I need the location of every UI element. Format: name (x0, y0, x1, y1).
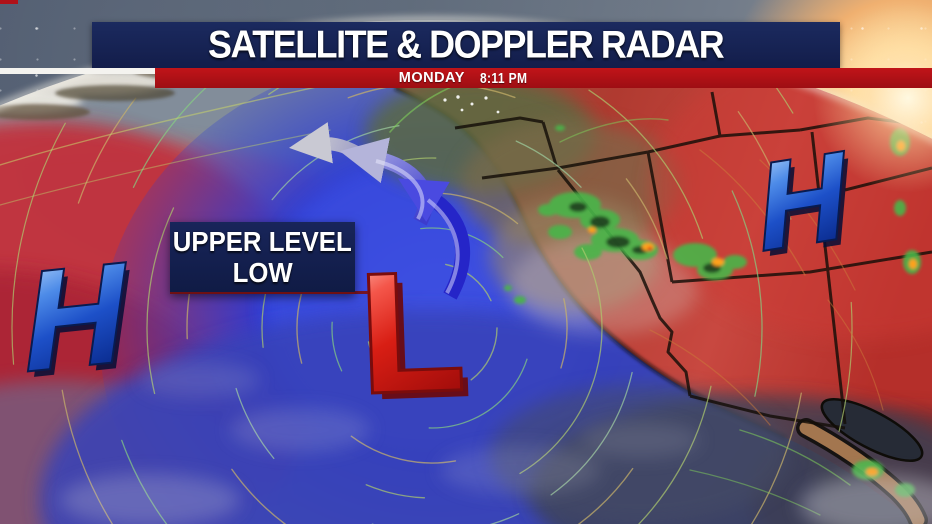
title-banner: SATELLITE & DOPPLER RADAR (92, 22, 840, 68)
page-title: SATELLITE & DOPPLER RADAR (208, 23, 725, 66)
upper-level-low-label: UPPER LEVEL LOW (170, 222, 355, 294)
high-symbol-left: H H (13, 230, 143, 409)
snow-caps (443, 95, 500, 114)
pressure-symbols: H H H H L L (13, 123, 859, 436)
label-line2: LOW (232, 257, 293, 288)
banner-white-strip (0, 68, 155, 74)
state-borders (454, 91, 932, 430)
datetime-bar (155, 68, 932, 88)
svg-text:H: H (20, 239, 143, 409)
label-line1: UPPER LEVEL (173, 226, 352, 257)
corner-red-chip (0, 0, 18, 4)
sunrise-glow (813, 3, 932, 193)
low-symbol: L L (354, 233, 475, 435)
time-label: 8:11 PM (479, 69, 528, 87)
earth-limb (0, 17, 932, 142)
gulf-of-california (820, 398, 924, 462)
svg-text:H: H (15, 232, 138, 402)
svg-text:L: L (357, 236, 466, 427)
day-label: MONDAY (398, 70, 465, 86)
svg-text:H: H (759, 131, 858, 284)
svg-text:L: L (366, 244, 475, 435)
high-symbol-right: H H (752, 123, 859, 285)
svg-text:H: H (754, 125, 853, 278)
clouds (60, 362, 932, 524)
flow-arrows-icon (289, 122, 471, 300)
datetime-text: MONDAY 8:11 PM (0, 68, 932, 88)
